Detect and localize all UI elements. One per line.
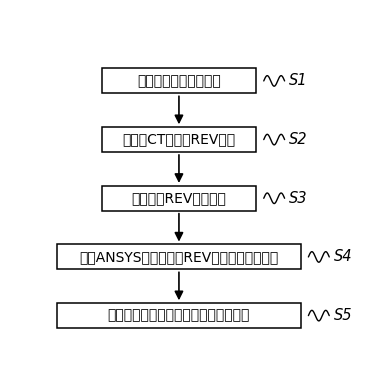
FancyBboxPatch shape — [101, 186, 257, 211]
Text: S3: S3 — [289, 191, 308, 206]
Text: S4: S4 — [334, 250, 352, 264]
Text: 岩石微CT成像及REV分析: 岩石微CT成像及REV分析 — [122, 133, 235, 147]
FancyBboxPatch shape — [57, 245, 301, 269]
Text: S5: S5 — [334, 308, 352, 323]
FancyBboxPatch shape — [101, 69, 257, 93]
Text: S2: S2 — [289, 132, 308, 147]
FancyBboxPatch shape — [57, 303, 301, 328]
Text: S1: S1 — [289, 74, 308, 88]
FancyBboxPatch shape — [101, 127, 257, 152]
Text: 基于ANSYS软件的岩石REV三轴压缩数值模拟: 基于ANSYS软件的岩石REV三轴压缩数值模拟 — [79, 250, 278, 264]
Text: 室内岩石纳米压痕实验: 室内岩石纳米压痕实验 — [137, 74, 221, 88]
Text: 重建岩石REV网格模型: 重建岩石REV网格模型 — [131, 191, 227, 205]
Text: 计算岩石数字模型的粘聚力和内摩擦角: 计算岩石数字模型的粘聚力和内摩擦角 — [108, 309, 250, 323]
